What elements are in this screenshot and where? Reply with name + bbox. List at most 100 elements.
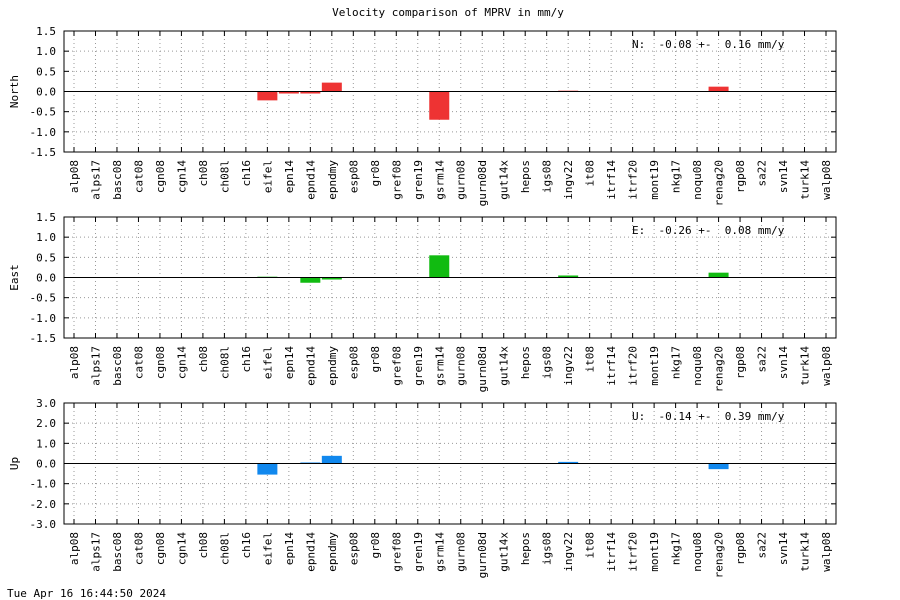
x-tick-label-epn14: epn14 [283,346,296,379]
x-tick-label-rgp08: rgp08 [734,346,747,379]
y-tick-label: 1.0 [36,45,56,58]
x-tick-label-rgp08: rgp08 [734,160,747,193]
x-tick-label-ingv22: ingv22 [562,532,575,572]
x-tick-label-alps17: alps17 [89,532,102,572]
x-tick-label-ch16: ch16 [240,160,253,187]
y-tick-label: -1.0 [30,478,57,491]
x-tick-label-igs08: igs08 [541,346,554,379]
y-tick-label: 2.0 [36,417,56,430]
x-tick-label-ch08: ch08 [197,346,210,373]
x-tick-label-walp08: walp08 [820,160,833,200]
x-tick-label-gurn08d: gurn08d [476,346,489,392]
x-tick-label-gurn08: gurn08 [455,532,468,572]
x-tick-label-gurn08: gurn08 [455,160,468,200]
x-tick-label-gren19: gren19 [412,532,425,572]
x-tick-label-svn14: svn14 [777,532,790,565]
x-tick-label-igs08: igs08 [541,160,554,193]
bar-eifel [257,463,278,475]
stats-annotation: N: -0.08 +- 0.16 mm/y [632,38,785,51]
stats-annotation: E: -0.26 +- 0.08 mm/y [632,224,785,237]
x-tick-label-basc08: basc08 [111,346,124,386]
panel-up: 3.0 2.0 1.0 0.0 -1.0 -2.0 -3.0 alp08 alps17 basc0… [8,397,837,578]
y-tick-label: 0.0 [36,86,56,99]
bar-eifel [257,91,278,101]
x-tick-label-itrf20: itrf20 [627,346,640,386]
y-tick-label: -2.0 [30,498,57,511]
plot-frame [63,216,837,339]
x-tick-label-turk14: turk14 [799,160,812,200]
x-tick-label-gurn08: gurn08 [455,346,468,386]
x-tick-label-mont19: mont19 [648,160,661,200]
x-tick-label-renag20: renag20 [713,346,726,392]
x-tick-label-gref08: gref08 [390,346,403,386]
x-tick-label-gren19: gren19 [412,346,425,386]
x-tick-label-cgn08: cgn08 [154,160,167,193]
x-tick-label-esp08: esp08 [347,532,360,565]
x-tick-label-noqu08: noqu08 [691,160,704,200]
y-tick-label: -1.5 [30,332,57,345]
x-tick-label-itrf20: itrf20 [627,532,640,572]
x-tick-label-nkg17: nkg17 [670,532,683,565]
x-tick-label-ch08l: ch08l [218,160,231,193]
y-tick-label: 0.0 [36,458,56,471]
x-tick-label-epndmy: epndmy [326,346,339,386]
x-tick-label-ch08: ch08 [197,532,210,559]
x-tick-label-epndmy: epndmy [326,160,339,200]
x-tick-label-igs08: igs08 [541,532,554,565]
x-tick-label-gsrm14: gsrm14 [433,160,446,200]
y-tick-label: 0.0 [36,272,56,285]
x-tick-label-hepos: hepos [519,160,532,193]
x-tick-label-epndmy: epndmy [326,532,339,572]
x-tick-label-gren19: gren19 [412,160,425,200]
y-tick-label: -0.5 [30,106,57,119]
y-tick-label: 1.0 [36,231,56,244]
x-tick-label-nkg17: nkg17 [670,346,683,379]
x-tick-label-ch08l: ch08l [218,346,231,379]
x-tick-label-cat08: cat08 [132,346,145,379]
bar-epnd14 [300,462,321,464]
y-axis-label: East [8,264,21,291]
x-tick-label-basc08: basc08 [111,532,124,572]
x-tick-label-hepos: hepos [519,532,532,565]
x-tick-label-gref08: gref08 [390,160,403,200]
x-tick-label-eifel: eifel [261,346,274,379]
bar-renag20 [708,272,729,278]
y-tick-label: -0.5 [30,292,57,305]
y-tick-label: 1.5 [36,211,56,224]
x-tick-label-gurn08d: gurn08d [476,160,489,206]
x-tick-label-renag20: renag20 [713,160,726,206]
x-tick-label-cgn08: cgn08 [154,346,167,379]
chart-title: Velocity comparison of MPRV in mm/y [332,6,564,19]
x-tick-label-alp08: alp08 [68,346,81,379]
x-tick-label-esp08: esp08 [347,346,360,379]
y-tick-label: -1.0 [30,126,57,139]
y-tick-label: 1.5 [36,25,56,38]
y-tick-label: 0.5 [36,65,56,78]
x-tick-label-ingv22: ingv22 [562,160,575,200]
x-tick-label-alp08: alp08 [68,160,81,193]
x-tick-label-svn14: svn14 [777,160,790,193]
x-tick-label-it08: it08 [584,160,597,187]
x-tick-label-mont19: mont19 [648,532,661,572]
x-tick-label-epn14: epn14 [283,532,296,565]
plot-frame [63,30,837,153]
x-tick-label-sa22: sa22 [756,160,769,187]
y-tick-label: 0.5 [36,251,56,264]
x-tick-label-gut14x: gut14x [498,532,511,572]
x-tick-label-gut14x: gut14x [498,346,511,386]
y-axis-label: Up [8,457,21,470]
x-tick-label-gr08: gr08 [369,532,382,559]
x-tick-label-nkg17: nkg17 [670,160,683,193]
panel-east: 1.5 1.0 0.5 0.0 -0.5 -1.0 -1.5 alp08 alps17 basc0… [8,211,837,392]
x-tick-label-renag20: renag20 [713,532,726,578]
bar-epndmy [321,82,342,92]
bar-ingv22 [558,461,579,464]
x-tick-label-turk14: turk14 [799,346,812,386]
bar-ingv22 [558,275,579,278]
x-tick-label-ch08: ch08 [197,160,210,187]
y-tick-label: -1.5 [30,146,57,159]
y-tick-label: -3.0 [30,518,57,531]
bar-epnd14 [300,91,321,94]
x-tick-label-gsrm14: gsrm14 [433,346,446,386]
bar-gsrm14 [429,255,450,278]
